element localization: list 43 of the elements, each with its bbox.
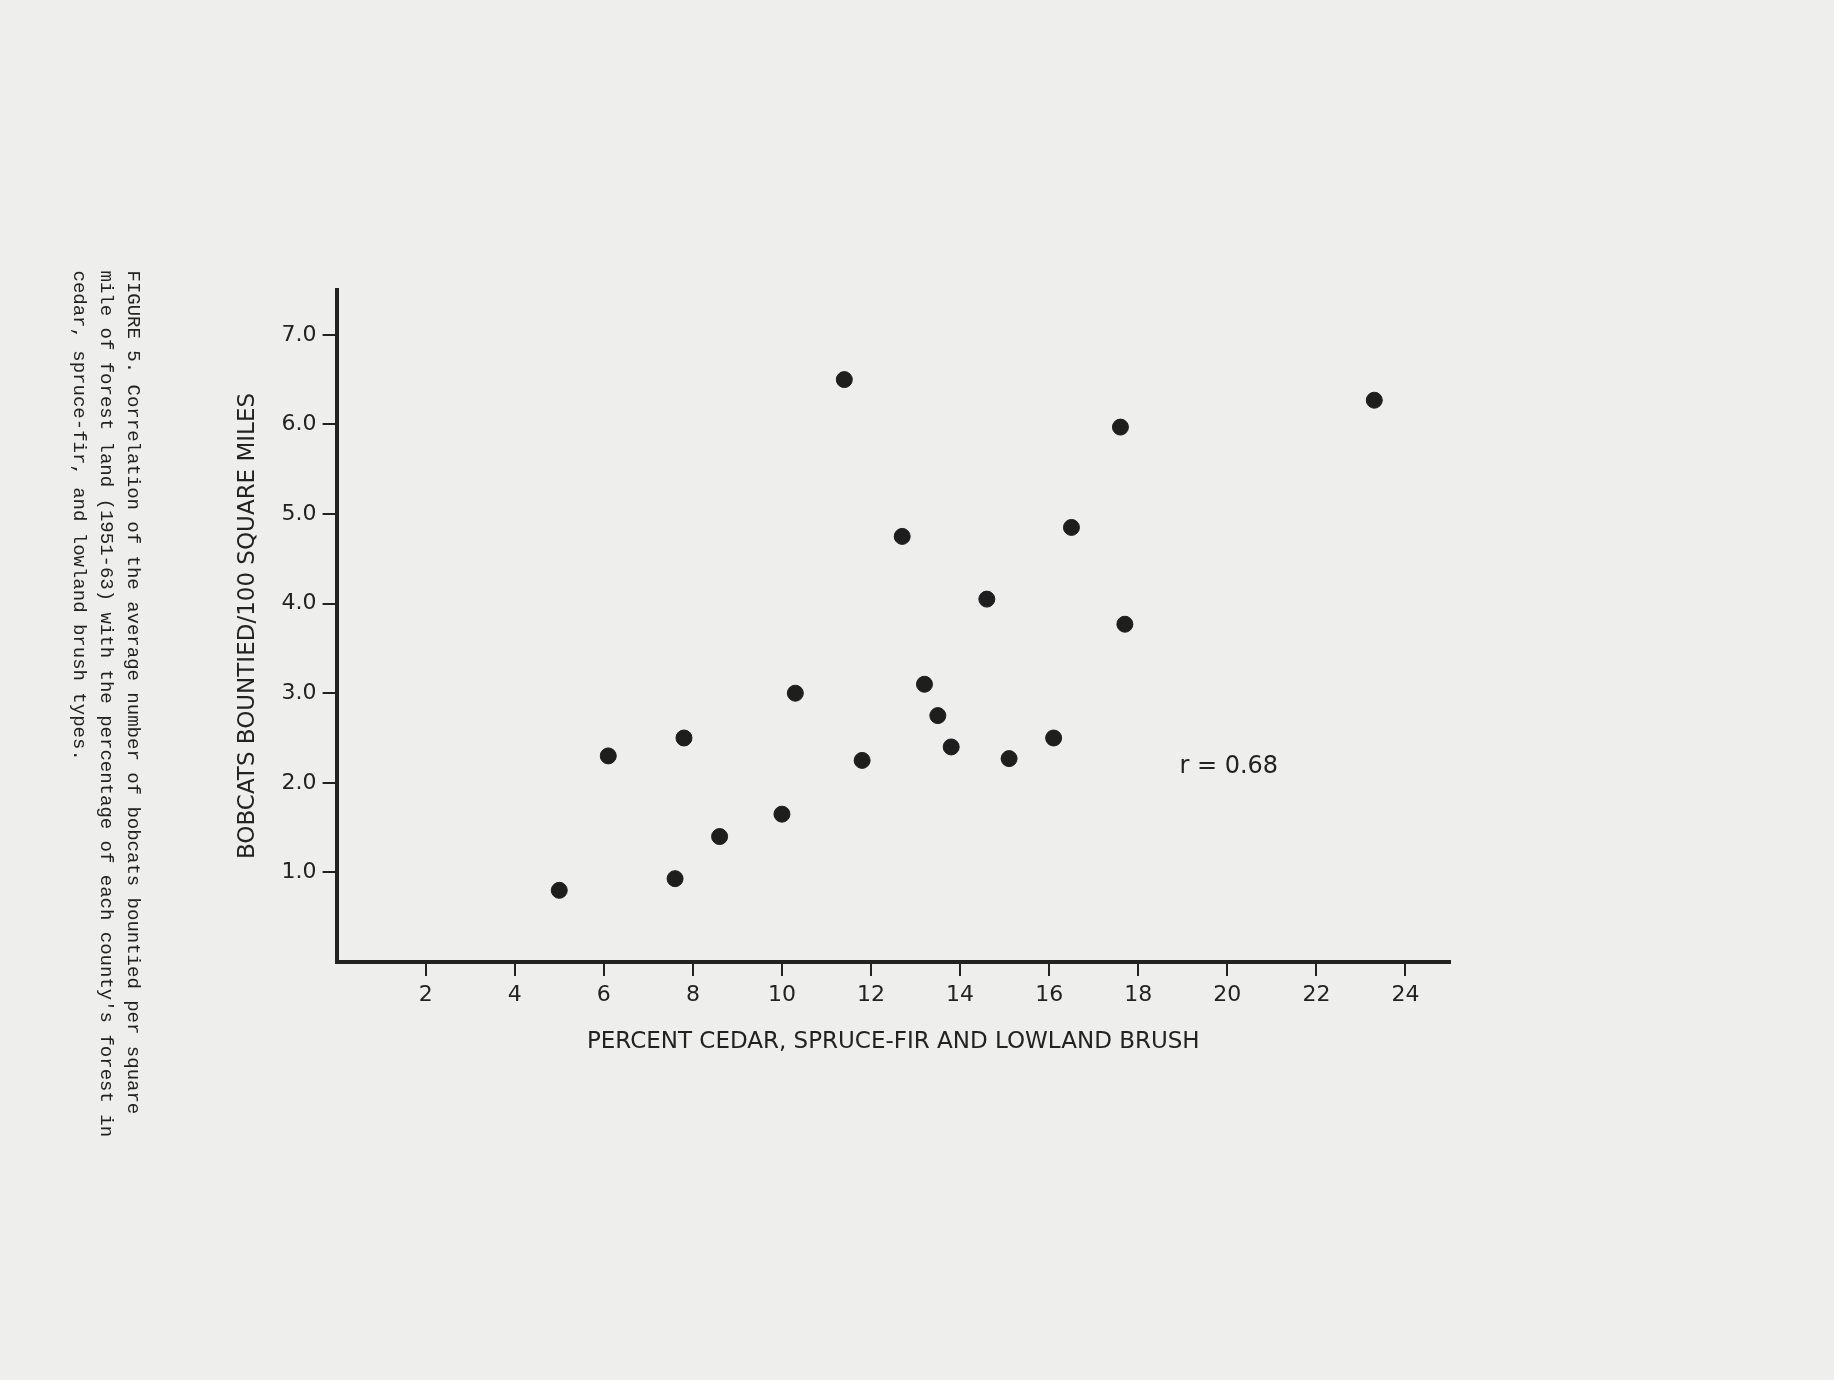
x-tick-label: 2 <box>418 980 433 1006</box>
point <box>1062 518 1080 536</box>
point <box>929 707 947 725</box>
point <box>599 747 617 765</box>
point <box>915 675 933 693</box>
y-tick-label: 2.0 <box>281 768 317 794</box>
point <box>711 828 729 846</box>
point <box>675 729 693 747</box>
point <box>1045 729 1063 747</box>
x-tick-label: 18 <box>1124 980 1153 1006</box>
x-tick-label: 4 <box>507 980 522 1006</box>
point <box>893 527 911 545</box>
point <box>1116 615 1134 633</box>
y-tick-label: 1.0 <box>281 858 317 884</box>
x-tick-label: 12 <box>857 980 886 1006</box>
point <box>1000 750 1018 768</box>
point <box>1111 418 1129 436</box>
y-tick-label: 7.0 <box>281 320 317 346</box>
point <box>853 751 871 769</box>
point <box>786 684 804 702</box>
point <box>978 590 996 608</box>
y-tick-label: 3.0 <box>281 678 317 704</box>
annotation: r = 0.68 <box>1179 751 1279 780</box>
y-axis-title: BOBCATS BOUNTIED/100 SQUARE MILES <box>232 392 259 860</box>
x-tick-label: 20 <box>1213 980 1242 1006</box>
x-tick-label: 8 <box>685 980 700 1006</box>
point <box>666 870 684 888</box>
y-tick-label: 6.0 <box>281 410 317 436</box>
point <box>773 805 791 823</box>
x-tick-label: 6 <box>596 980 611 1006</box>
point <box>550 881 568 899</box>
x-tick-label: 16 <box>1035 980 1064 1006</box>
x-axis-title: PERCENT CEDAR, SPRUCE-FIR AND LOWLAND BRUSH <box>586 1027 1200 1054</box>
point <box>1365 391 1383 409</box>
x-tick-label: 10 <box>767 980 796 1006</box>
y-tick-label: 5.0 <box>281 499 317 525</box>
x-tick-label: 14 <box>946 980 975 1006</box>
text: FIGURE 5. Correlation of the average number of bobcats bountied per square mile of forest land (1951-63) with the percentage of each county's forest in cedar, spruce-fir, and lowland brush types. <box>66 270 145 1140</box>
y-tick-label: 4.0 <box>281 589 317 615</box>
point <box>942 738 960 756</box>
x-tick-label: 22 <box>1302 980 1331 1006</box>
x-tick-label: 24 <box>1391 980 1420 1006</box>
point <box>835 371 853 389</box>
